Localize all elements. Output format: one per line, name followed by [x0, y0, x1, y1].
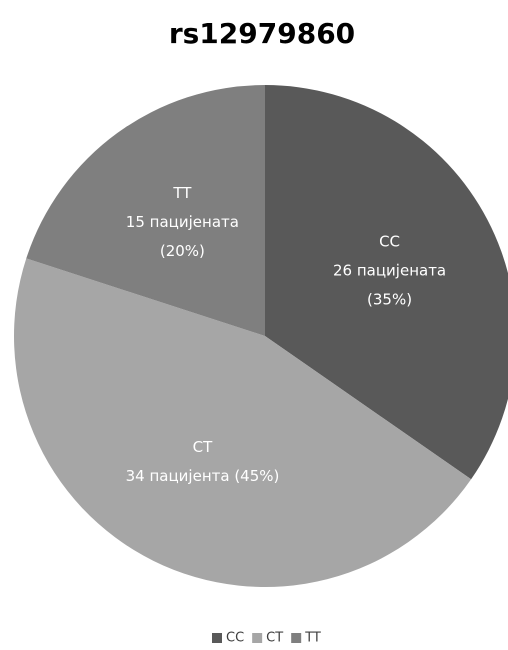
slice-label: CC	[379, 232, 400, 250]
legend-swatch	[291, 633, 302, 643]
pie-slice	[26, 85, 265, 336]
slice-label: TT	[172, 184, 192, 202]
legend-label: TT	[304, 631, 321, 646]
slice-value-label: 26 пацијената	[333, 261, 446, 279]
legend-label: CC	[226, 631, 244, 646]
slice-value-label: (35%)	[367, 290, 412, 308]
pie-slice	[265, 85, 508, 480]
slice-value-label: 34 пацијента (45%)	[126, 467, 280, 485]
slice-value-label: 15 пацијената	[126, 213, 239, 231]
legend-swatch	[252, 633, 263, 643]
slice-value-label: (20%)	[160, 242, 205, 260]
chart-title: rs12979860	[169, 17, 355, 50]
slice-label: CT	[193, 438, 213, 456]
legend-swatch	[212, 633, 222, 643]
legend-label: CT	[266, 631, 283, 646]
pie-slice	[13, 258, 472, 588]
